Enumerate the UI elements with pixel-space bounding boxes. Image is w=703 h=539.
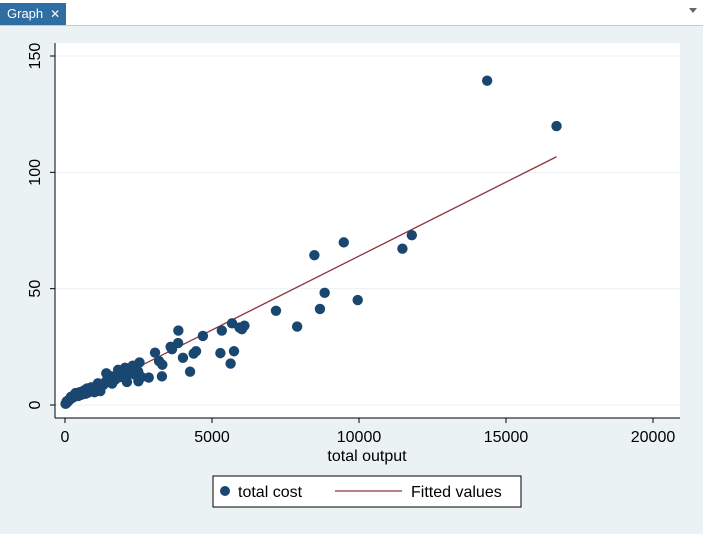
data-point bbox=[101, 368, 112, 379]
data-point bbox=[270, 305, 282, 316]
legend-label-fitted-values: Fitted values bbox=[411, 484, 502, 501]
data-point bbox=[225, 358, 236, 369]
x-tick-label: 5000 bbox=[194, 429, 230, 446]
tab-graph-label: Graph bbox=[7, 6, 44, 21]
legend: total cost Fitted values bbox=[212, 475, 522, 508]
data-point bbox=[173, 325, 184, 336]
data-point bbox=[319, 287, 330, 299]
data-point bbox=[338, 237, 349, 248]
scatter-chart: 0 50 100 150 0 5000 10000 15000 20000 total outp… bbox=[27, 43, 680, 508]
fitted-values-line bbox=[64, 156, 557, 405]
data-point bbox=[226, 318, 238, 329]
data-point bbox=[352, 294, 363, 306]
data-point bbox=[112, 364, 124, 376]
data-point bbox=[188, 348, 199, 359]
data-point bbox=[197, 330, 209, 342]
chevron-down-icon[interactable] bbox=[689, 8, 697, 13]
data-point bbox=[156, 371, 168, 382]
close-icon[interactable]: ✕ bbox=[50, 7, 61, 21]
legend-label-total-cost: total cost bbox=[238, 484, 303, 501]
legend-marker-total-cost bbox=[220, 486, 230, 496]
data-point bbox=[228, 346, 240, 357]
data-point bbox=[481, 75, 493, 86]
data-point bbox=[177, 352, 189, 363]
data-point bbox=[149, 347, 161, 358]
total-cost-series bbox=[60, 75, 562, 410]
data-point bbox=[166, 343, 178, 355]
data-point bbox=[406, 229, 418, 241]
y-tick-label: 150 bbox=[27, 43, 44, 70]
tab-graph[interactable]: Graph ✕ bbox=[0, 3, 67, 25]
data-point bbox=[551, 120, 562, 132]
data-point bbox=[236, 323, 248, 335]
data-point bbox=[397, 243, 408, 254]
x-axis-label: total output bbox=[327, 448, 407, 465]
x-tick-label: 15000 bbox=[484, 429, 529, 446]
graph-window: 0 50 100 150 0 5000 10000 15000 20000 total outp… bbox=[0, 26, 703, 534]
x-tick-label: 10000 bbox=[337, 429, 382, 446]
x-tick-label: 20000 bbox=[631, 429, 676, 446]
fitted-values-series bbox=[64, 156, 557, 405]
data-point bbox=[216, 325, 228, 336]
y-tick-label: 0 bbox=[27, 400, 44, 409]
data-point bbox=[184, 366, 196, 377]
tab-bar: Graph ✕ bbox=[0, 0, 703, 26]
data-point bbox=[215, 347, 226, 359]
data-point bbox=[314, 303, 326, 315]
data-point bbox=[291, 321, 303, 332]
axes: 0 50 100 150 0 5000 10000 15000 20000 bbox=[27, 43, 680, 446]
y-tick-label: 100 bbox=[27, 159, 44, 186]
data-point bbox=[153, 355, 165, 367]
grid-lines bbox=[55, 55, 680, 406]
y-tick-label: 50 bbox=[27, 280, 44, 298]
data-point bbox=[60, 398, 71, 410]
data-point bbox=[309, 249, 320, 261]
x-tick-label: 0 bbox=[61, 429, 70, 446]
